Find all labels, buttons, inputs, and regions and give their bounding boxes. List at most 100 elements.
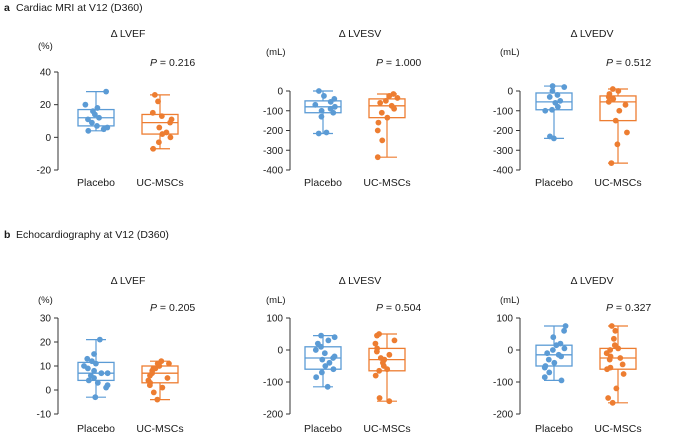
y-tick-label: -300: [263, 146, 283, 157]
box-uc-mscs: [599, 86, 637, 166]
data-point: [386, 351, 393, 358]
section-a-letter: a: [4, 2, 10, 14]
data-point: [159, 131, 166, 137]
box-placebo: [77, 88, 115, 134]
chart-title: Δ LVESV: [339, 275, 381, 287]
data-point: [156, 124, 163, 131]
p-symbol: P: [376, 302, 383, 314]
data-point: [378, 109, 385, 116]
data-point: [604, 366, 610, 373]
p-value-label: P = 0.504: [376, 302, 421, 314]
data-point: [554, 103, 561, 110]
y-axis-label: (mL): [500, 295, 520, 306]
data-point: [94, 105, 101, 111]
p-symbol: P: [606, 302, 613, 314]
data-point: [151, 91, 158, 98]
data-point: [104, 370, 111, 377]
p-value-label: P = 0.205: [150, 302, 195, 314]
data-point: [379, 137, 386, 144]
data-point: [603, 350, 610, 357]
data-point: [327, 98, 334, 105]
chart-panel-b-3: Δ LVEDV (mL) P = 0.327 -200 -100 0 100 Placebo U…: [493, 275, 651, 435]
data-point: [92, 394, 99, 401]
data-point: [605, 395, 612, 401]
chart-title: Δ LVESV: [339, 28, 381, 40]
data-point: [382, 97, 389, 104]
data-point: [615, 345, 622, 352]
data-point: [150, 145, 157, 152]
y-axis-label: (mL): [266, 47, 286, 58]
category-label: UC-MSCs: [594, 177, 641, 189]
category-label: UC-MSCs: [594, 423, 641, 435]
category-label: UC-MSCs: [136, 423, 183, 435]
data-point: [167, 134, 174, 141]
data-point: [542, 107, 549, 114]
y-tick-label: 20: [40, 338, 52, 349]
chart-title: Δ LVEF: [111, 275, 146, 287]
data-point: [553, 342, 560, 349]
data-point: [94, 379, 101, 386]
data-point: [544, 350, 551, 357]
data-point: [325, 337, 332, 344]
box-uc-mscs: [141, 91, 179, 152]
data-point: [549, 88, 556, 94]
data-point: [326, 359, 333, 366]
box-uc-mscs: [141, 358, 179, 403]
y-tick-label: -100: [263, 378, 283, 389]
box-placebo: [304, 332, 342, 390]
data-point: [620, 371, 627, 377]
data-point: [610, 96, 617, 102]
p-symbol: P: [150, 302, 157, 314]
data-point: [562, 323, 569, 329]
data-point: [98, 370, 105, 377]
data-point: [84, 355, 91, 362]
data-point: [619, 361, 626, 368]
category-label: UC-MSCs: [363, 177, 410, 189]
data-point: [91, 351, 97, 357]
data-point: [613, 385, 620, 392]
data-point: [91, 111, 98, 118]
y-tick-label: -200: [263, 410, 283, 421]
chart-panel-a-3: Δ LVEDV (mL) P = 0.512 0 -100 -200 -300 -400 Pla…: [493, 28, 651, 189]
data-point: [321, 350, 328, 357]
y-tick-label: 0: [507, 346, 513, 357]
y-tick-label: -100: [493, 378, 513, 389]
y-tick-label: 0: [45, 133, 51, 144]
data-point: [167, 119, 173, 126]
data-point: [312, 347, 319, 353]
section-b-title: Echocardiography at V12 (D360): [16, 229, 169, 241]
y-tick-label: 20: [40, 100, 52, 111]
data-point: [323, 129, 330, 136]
data-point: [376, 367, 383, 374]
data-point: [318, 369, 325, 376]
y-axis-label: (%): [38, 295, 53, 306]
data-point: [85, 127, 92, 134]
data-point: [546, 369, 553, 376]
box-placebo: [77, 336, 115, 401]
data-point: [612, 327, 619, 334]
data-point: [96, 336, 103, 343]
chart-title: Δ LVEF: [111, 28, 146, 40]
y-axis-label: (mL): [500, 47, 520, 58]
data-point: [615, 88, 622, 94]
data-point: [609, 399, 616, 406]
p-value-text: = 0.216: [157, 57, 195, 69]
category-label: Placebo: [304, 177, 342, 189]
box-placebo: [535, 83, 573, 142]
data-point: [624, 129, 630, 136]
y-tick-label: 0: [277, 87, 283, 98]
data-point: [147, 372, 153, 379]
data-point: [605, 98, 612, 105]
data-point: [322, 363, 329, 369]
chart-panel-a-1: Δ LVEF (%) P = 0.216 -20 0 20 40 Placebo UC-MSCs: [37, 28, 196, 189]
p-value-text: = 0.504: [383, 302, 421, 314]
data-point: [554, 92, 561, 98]
data-point: [374, 127, 381, 134]
y-tick-label: 100: [266, 314, 283, 325]
data-point: [318, 113, 325, 120]
data-point: [319, 356, 326, 363]
y-tick-label: 30: [40, 314, 52, 325]
p-symbol: P: [376, 57, 383, 69]
